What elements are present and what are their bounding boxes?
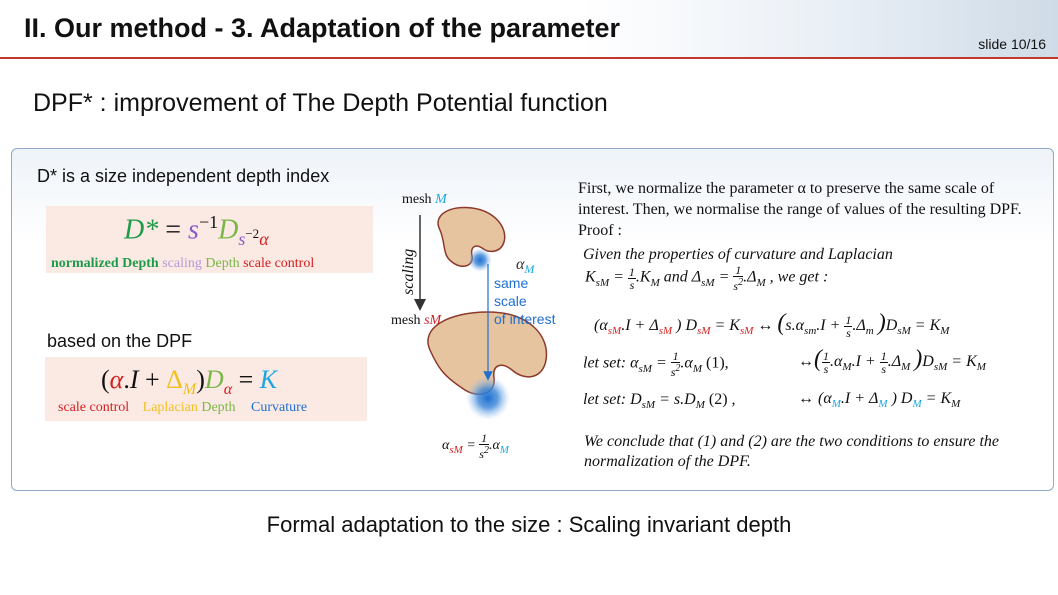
- label-depth-2: Depth: [201, 400, 236, 415]
- label-laplacian: Laplacian: [142, 400, 198, 415]
- intro-paragraph: First, we normalize the parameter α to p…: [578, 180, 1022, 239]
- header-rule: [0, 57, 1058, 59]
- formula-dpf-legend: scale control Laplacian Depth Curvature: [58, 400, 363, 416]
- formula-dstar-box: D* = s−1Ds−2α normalized Depth scaling D…: [46, 206, 373, 273]
- equation-let-set-1-result: ↔(1 s .αM.I + 1 s .ΔM )DsM = KM: [798, 346, 986, 376]
- slide-footer: Formal adaptation to the size : Scaling …: [266, 512, 792, 537]
- equation-let-set-2: let set: DsM = s.DM (2) ,: [583, 391, 736, 412]
- label-scale-control: scale control: [243, 256, 315, 271]
- label-depth: Depth: [205, 256, 240, 271]
- mesh-top-shape: [437, 206, 506, 267]
- mesh-top-label: mesh M: [402, 192, 447, 207]
- alpha-sm-formula: αsM = 1 s2 .αM: [442, 431, 509, 461]
- formula-dpf-box: (α.I + ΔM)Dα = K scale control Laplacian…: [45, 357, 367, 421]
- content-panel: [11, 148, 1054, 491]
- slide-title: II. Our method - 3. Adaptation of the pa…: [24, 13, 621, 43]
- equation-let-set-2-result: ↔ (αM.I + ΔM ) DM = KM: [798, 390, 961, 411]
- equation-let-set-1: let set: αsM = 1 s2 .αM (1),: [583, 349, 729, 379]
- heading-based-on-dpf: based on the DPF: [47, 331, 193, 351]
- heading-size-independent: D* is a size independent depth index: [37, 166, 330, 186]
- label-scale-control-2: scale control: [58, 400, 130, 415]
- mesh-bottom-shape: [427, 311, 548, 396]
- slide-number: slide 10/16: [978, 36, 1046, 52]
- slide-header: [0, 0, 1058, 58]
- label-normalized-depth: normalized Depth: [51, 256, 159, 271]
- scaling-diagram: [414, 206, 548, 420]
- conclusion: We conclude that (1) and (2) are the two…: [584, 433, 1000, 470]
- formula-dstar-legend: normalized Depth scaling Depth scale con…: [51, 256, 314, 272]
- equation-ksm: KsM = 1 s .KM and ΔsM = 1 s2 .ΔM , we get :: [585, 263, 829, 293]
- alpha-m-label: αM: [516, 256, 535, 277]
- formula-dstar: D* = s−1Ds−2α: [124, 212, 269, 249]
- slide-subtitle: DPF* : improvement of The Depth Potentia…: [33, 89, 608, 117]
- label-scaling: scaling: [162, 256, 202, 271]
- label-curvature: Curvature: [251, 400, 308, 415]
- alpha-region-bottom: [466, 376, 510, 420]
- alpha-region-top: [468, 248, 492, 272]
- formula-dpf: (α.I + ΔM)Dα = K: [101, 365, 278, 399]
- given-line: Given the properties of curvature and La…: [583, 246, 893, 263]
- same-scale-label: same scale of interest: [494, 275, 556, 327]
